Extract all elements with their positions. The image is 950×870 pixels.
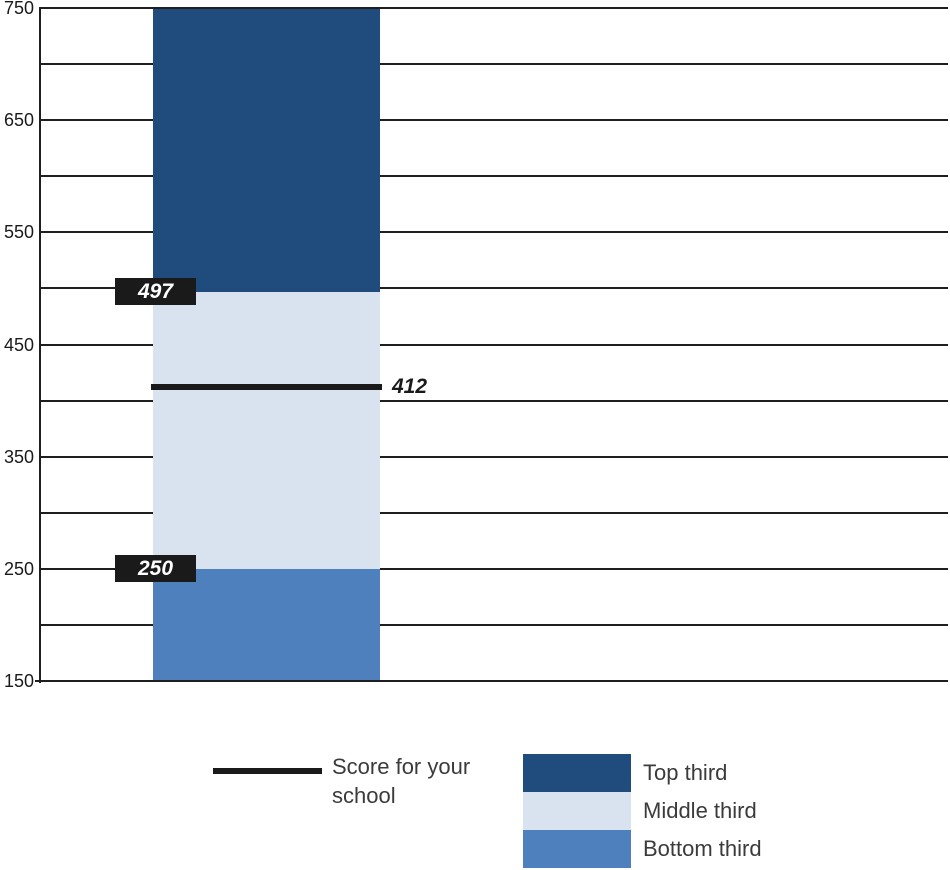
stacked-bar [153, 8, 380, 681]
y-tick-label-150: 150 [3, 671, 34, 691]
gridline-650 [40, 119, 948, 122]
gridline-550 [40, 231, 948, 234]
gridline-600 [40, 175, 948, 178]
score-value-label: 412 [392, 375, 428, 399]
y-tick-label-550: 550 [3, 222, 34, 243]
bar-segment-middle-third [153, 291, 380, 569]
boundary-label-497: 497 [115, 278, 196, 306]
score-line-legend-label: Score for your school [332, 754, 471, 808]
middle-third-legend-swatch [523, 792, 631, 830]
gridline-300 [40, 511, 948, 514]
y-tick-label-450: 450 [3, 334, 34, 355]
score-line-legend-swatch [213, 768, 322, 774]
boundary-label-250: 250 [115, 555, 196, 583]
y-tick-label-750: 750 [3, 0, 34, 18]
gridline-250 [40, 567, 948, 570]
middle-third-legend-label: Middle third [643, 798, 757, 823]
gridline-over-bar-750 [40, 7, 948, 9]
gridline-450 [40, 343, 948, 346]
gridline-200 [40, 623, 948, 626]
score-line [151, 384, 382, 391]
bar-segment-bottom-third [153, 568, 380, 681]
gridline-over-bar-150 [40, 680, 948, 682]
y-axis-tick [35, 680, 40, 682]
gridline-700 [40, 63, 948, 66]
bottom-third-legend-swatch [523, 830, 631, 868]
top-third-legend-swatch [523, 754, 631, 792]
bottom-third-legend-label: Bottom third [643, 836, 762, 861]
bar-segment-top-third [153, 8, 380, 292]
y-tick-label-250: 250 [3, 558, 34, 579]
gridline-400 [40, 399, 948, 402]
y-tick-label-350: 350 [3, 446, 34, 467]
gridline-350 [40, 455, 948, 458]
top-third-legend-label: Top third [643, 760, 728, 785]
gridline-500 [40, 287, 948, 290]
y-tick-label-650: 650 [3, 110, 34, 131]
